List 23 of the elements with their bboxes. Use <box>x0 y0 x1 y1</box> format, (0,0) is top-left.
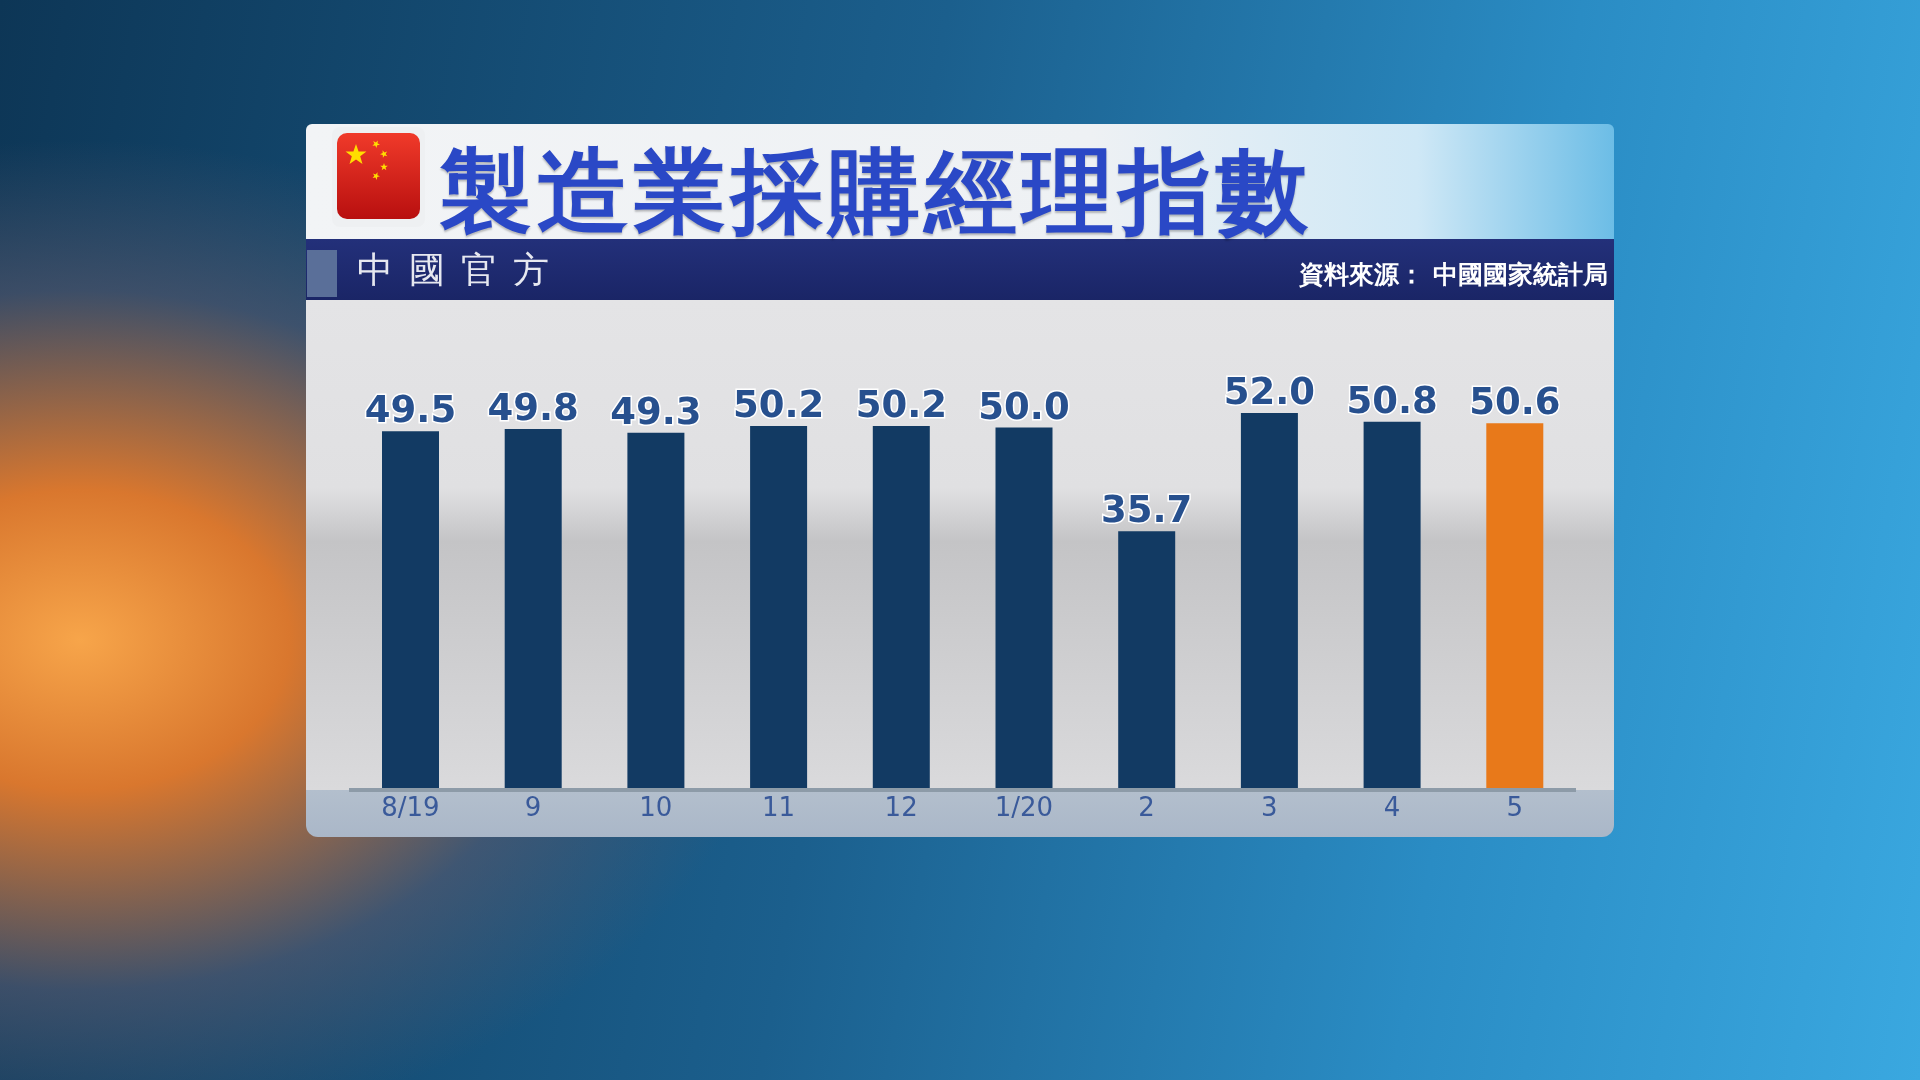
data-label: 50.2 <box>732 383 825 427</box>
chart-title: 製造業採購經理指數 <box>440 138 1313 245</box>
x-tick-label: 3 <box>1260 792 1278 823</box>
data-label: 35.7 <box>1101 488 1193 532</box>
data-label: 50.8 <box>1346 378 1438 422</box>
data-label: 49.3 <box>610 389 702 433</box>
x-tick-label: 12 <box>884 792 918 823</box>
x-tick-label: 4 <box>1383 792 1401 823</box>
chart-subtitle: 中國官方 <box>357 249 565 291</box>
x-tick-label: 8/19 <box>381 792 440 823</box>
data-label: 50.6 <box>1469 380 1561 424</box>
source-note: 資料來源： 中國國家統計局 <box>1299 260 1608 290</box>
x-tick-label: 9 <box>524 792 542 823</box>
x-tick-label: 11 <box>761 792 795 823</box>
data-label: 52.0 <box>1223 370 1316 414</box>
data-label: 49.8 <box>487 386 579 430</box>
x-tick-label: 1/20 <box>994 792 1054 823</box>
x-tick-label: 5 <box>1506 792 1523 823</box>
data-label: 50.0 <box>978 384 1070 428</box>
x-tick-label: 10 <box>639 792 673 823</box>
x-tick-label: 2 <box>1138 792 1155 823</box>
data-label: 49.5 <box>364 388 457 432</box>
data-label: 50.2 <box>855 383 947 427</box>
